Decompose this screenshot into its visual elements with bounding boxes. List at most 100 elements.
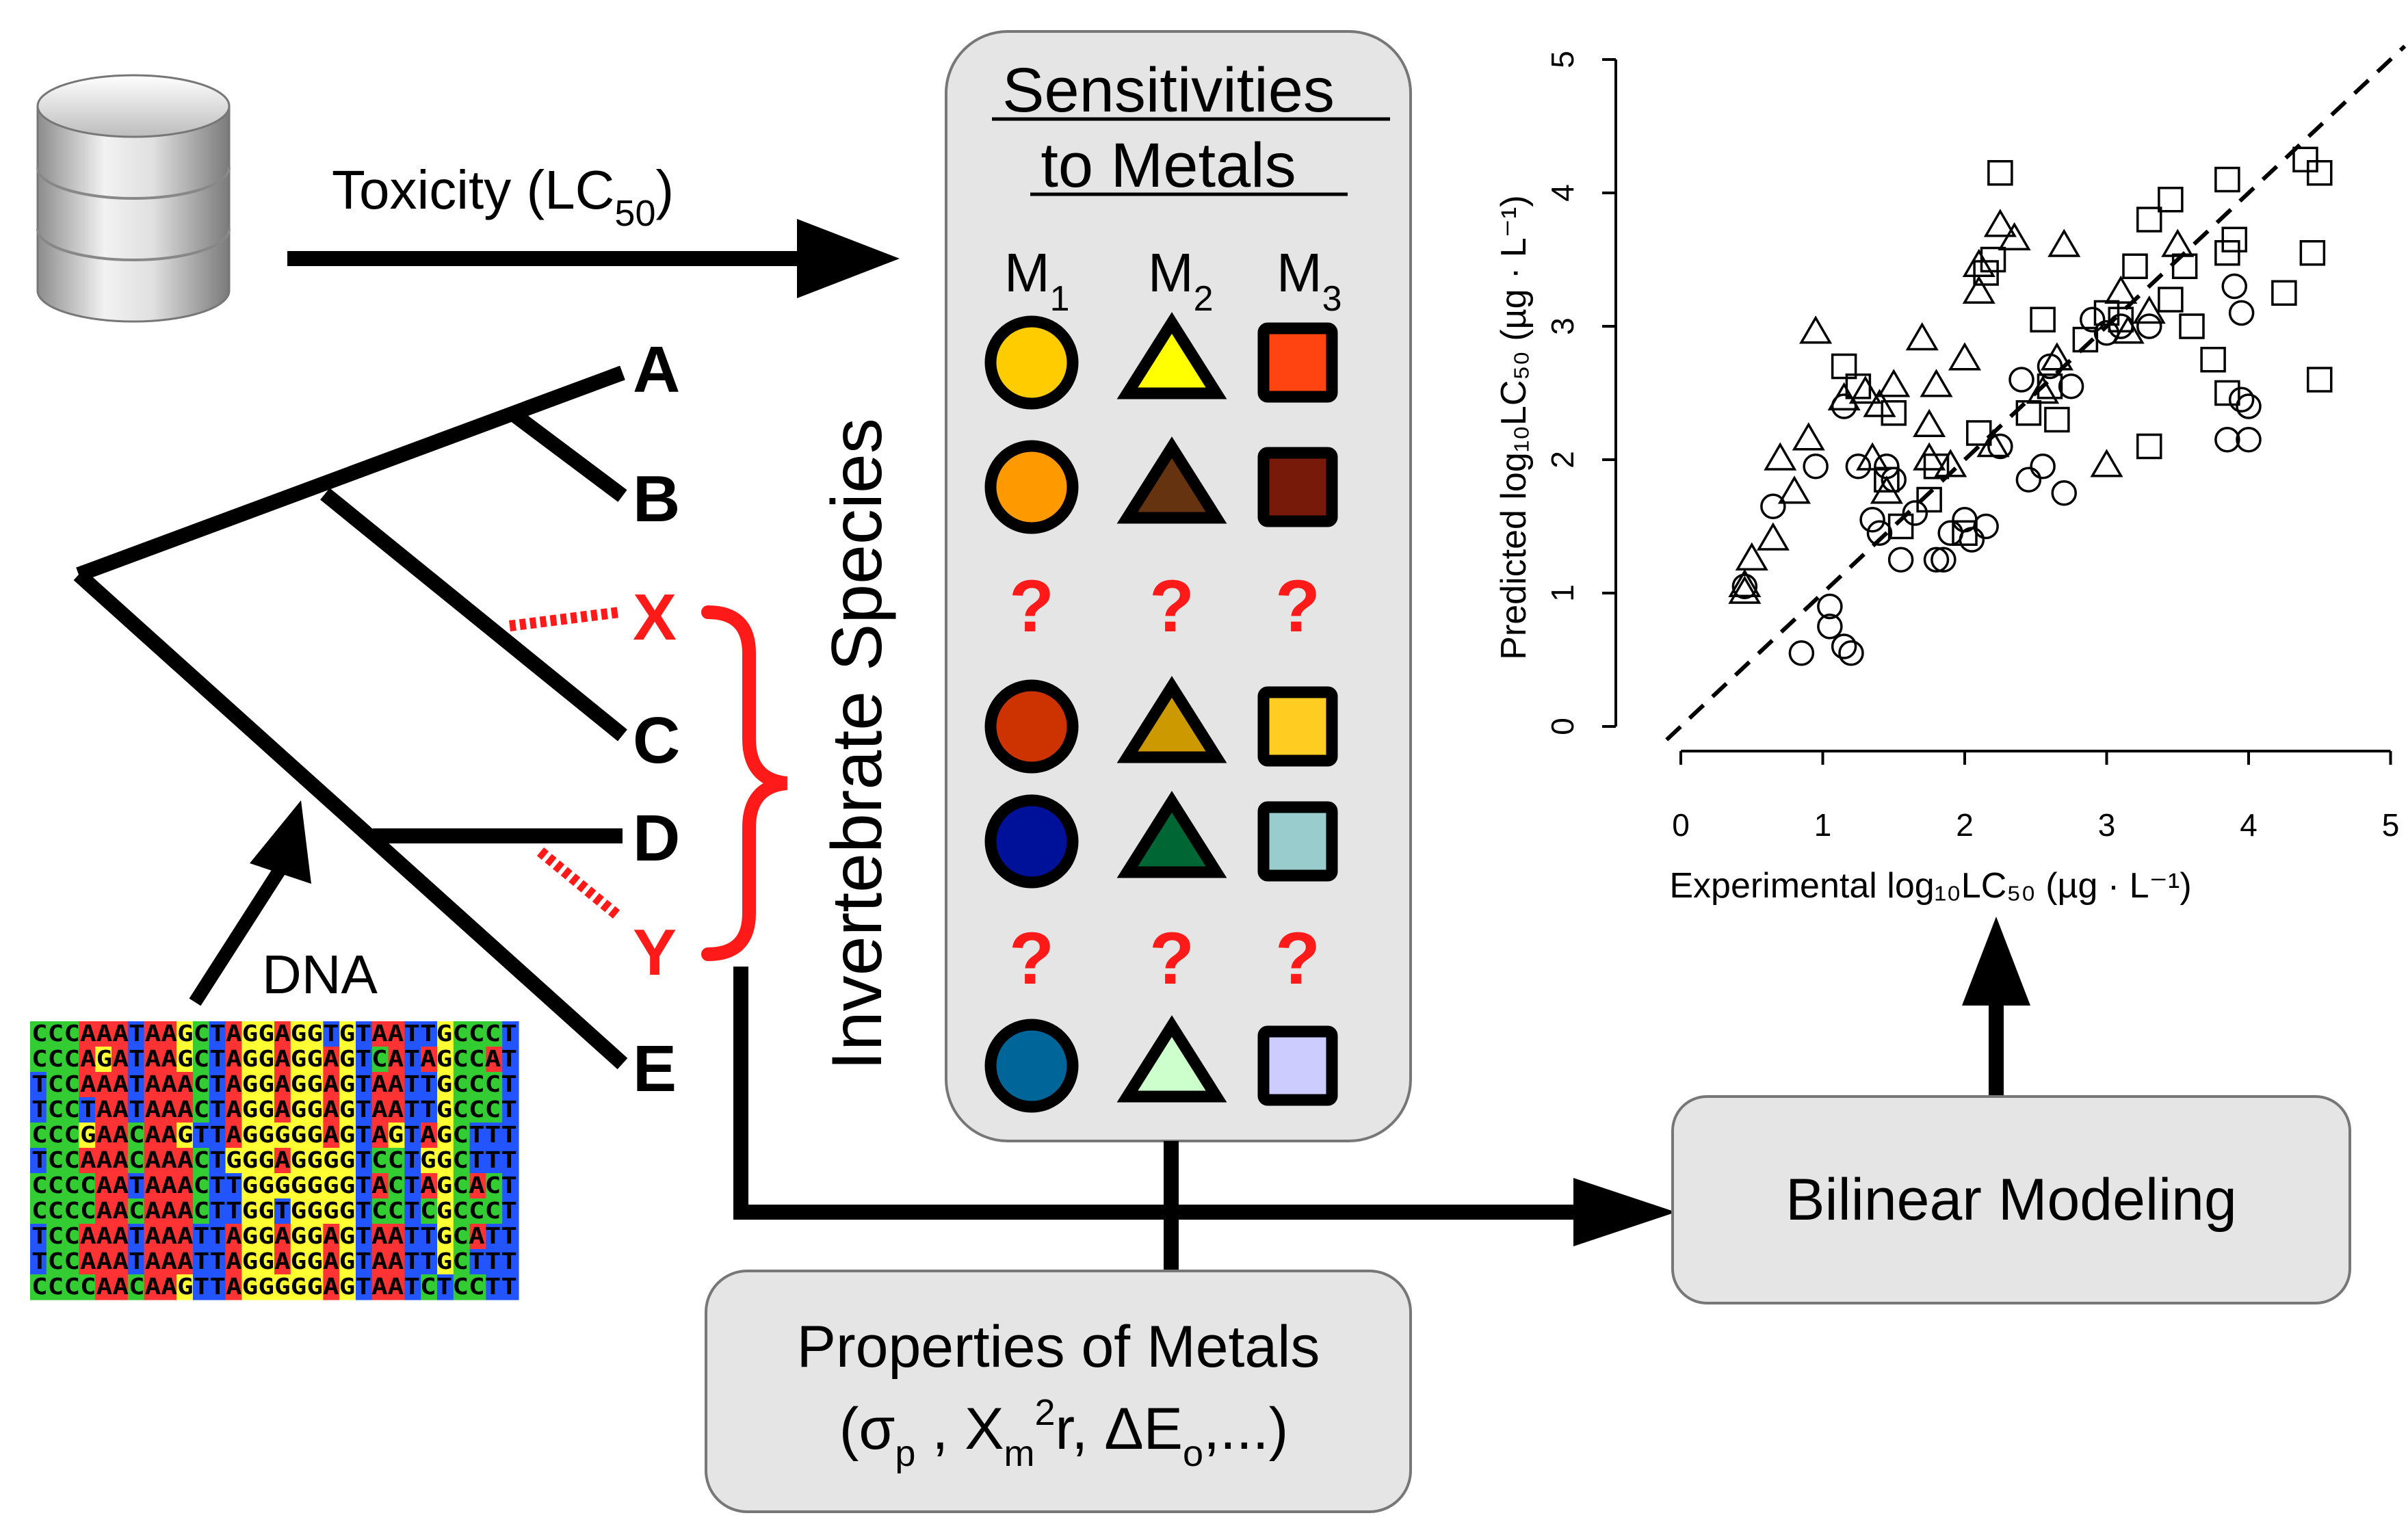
alignment-cell xyxy=(356,1224,373,1250)
properties-box xyxy=(705,1270,1412,1513)
alignment-cell xyxy=(62,1224,79,1250)
alignment-cell xyxy=(160,1198,177,1224)
alignment-cell xyxy=(469,1198,486,1224)
alignment-cell xyxy=(437,1097,454,1123)
alignment-cell xyxy=(404,1224,421,1250)
sensitivity-circle xyxy=(984,794,1079,889)
tip-label-x: X xyxy=(633,581,677,654)
alignment-cell xyxy=(30,1123,47,1149)
alignment-cell xyxy=(502,1021,519,1047)
alignment-cell xyxy=(421,1123,438,1149)
alignment-cell xyxy=(274,1249,291,1275)
data-point-triangle xyxy=(1913,442,1946,471)
sensitivity-square xyxy=(1257,801,1338,882)
y-tick-label: 4 xyxy=(1545,184,1580,202)
alignment-cell xyxy=(404,1097,421,1123)
alignment-cell xyxy=(79,1148,96,1174)
alignment-cell xyxy=(388,1072,405,1098)
alignment-row: TCCAAATAAACTAGGAGGAGTAATTGCCCT xyxy=(30,1071,519,1098)
alignment-cell xyxy=(46,1274,64,1300)
data-point-triangle xyxy=(1728,568,1762,597)
data-point-square xyxy=(1952,520,1978,546)
data-point-triangle xyxy=(1877,369,1911,397)
alignment-row: CCCAAATAAGCTAGGAGGTGTAATTGCCCT xyxy=(30,1020,519,1047)
alignment-cell xyxy=(209,1198,226,1224)
data-point-circle xyxy=(1859,507,1885,533)
alignment-cell xyxy=(306,1072,324,1098)
tree-tips: A B X C D Y E xyxy=(633,333,680,1105)
alignment-cell xyxy=(46,1072,64,1098)
alignment-cell xyxy=(62,1123,79,1149)
sensitivity-square xyxy=(1257,686,1338,767)
alignment-cell xyxy=(404,1173,421,1199)
x-tick-label: 5 xyxy=(2382,807,2400,843)
data-point-circle xyxy=(2051,480,2077,506)
alignment-cell xyxy=(241,1173,259,1199)
alignment-cell xyxy=(339,1148,356,1174)
data-point-circle xyxy=(2015,467,2042,493)
data-point-square xyxy=(2292,146,2318,172)
data-point-square xyxy=(2093,300,2120,326)
alignment-cell xyxy=(404,1021,421,1047)
alignment-cell xyxy=(502,1198,519,1224)
alignment-cell xyxy=(339,1021,356,1047)
alignment-cell xyxy=(502,1123,519,1149)
data-point-triangle xyxy=(1777,475,1811,504)
data-point-triangle xyxy=(1905,322,1939,351)
alignment-cell xyxy=(371,1047,389,1073)
data-point-triangle xyxy=(1848,376,1882,404)
alignment-cell xyxy=(371,1123,389,1149)
data-point-circle xyxy=(1760,493,1786,519)
alignment-cell xyxy=(225,1021,242,1047)
alignment-cell xyxy=(371,1148,389,1174)
sensitivity-triangle xyxy=(1116,312,1227,399)
alignment-cell xyxy=(339,1097,356,1123)
alignment-cell xyxy=(388,1021,405,1047)
alignment-cell xyxy=(176,1249,194,1275)
alignment-cell xyxy=(421,1198,438,1224)
alignment-cell xyxy=(306,1047,324,1073)
unknown-species-brace xyxy=(701,605,788,961)
alignment-cell xyxy=(176,1097,194,1123)
alignment-cell xyxy=(160,1072,177,1098)
alignment-cell xyxy=(421,1072,438,1098)
data-point-square xyxy=(1923,454,1950,480)
tip-label-c: C xyxy=(633,704,680,777)
alignment-cell xyxy=(46,1047,64,1073)
alignment-cell xyxy=(112,1072,129,1098)
alignment-row: CCCGAACAAGTTAGGGGGAGTAGTAGCTTT xyxy=(30,1121,519,1149)
alignment-cell xyxy=(193,1021,210,1047)
alignment-cell xyxy=(62,1148,79,1174)
alignment-cell xyxy=(30,1148,47,1174)
alignment-cell xyxy=(306,1123,324,1149)
alignment-cell xyxy=(144,1021,161,1047)
alignment-cell xyxy=(469,1047,486,1073)
alignment-cell xyxy=(437,1249,454,1275)
alignment-cell xyxy=(209,1224,226,1250)
alignment-cell xyxy=(306,1148,324,1174)
unknown-sensitivity-mark: ? xyxy=(1009,917,1054,999)
alignment-cell xyxy=(193,1198,210,1224)
data-point-circle xyxy=(1803,454,1829,480)
chart-x-label: Experimental log₁₀LC₅₀ (µg · L⁻¹) xyxy=(1669,866,2191,906)
alignment-cell xyxy=(290,1123,308,1149)
alignment-cell xyxy=(112,1249,129,1275)
alignment-cell xyxy=(46,1224,64,1250)
tip-label-d: D xyxy=(633,802,680,875)
alignment-cell xyxy=(339,1047,356,1073)
properties-line2: (σp , Xm2r, ΔEo,...) xyxy=(839,1392,1289,1474)
alignment-cell xyxy=(371,1097,389,1123)
sensitivity-triangle xyxy=(1116,791,1227,878)
alignment-cell xyxy=(209,1072,226,1098)
alignment-sequence: CCCCAACAAACTTGGTGGGGTCCTCGCCCT xyxy=(31,1197,517,1224)
alignment-cell xyxy=(486,1047,503,1073)
alignment-cell xyxy=(46,1097,64,1123)
alignment-cell xyxy=(437,1224,454,1250)
alignment-cell xyxy=(404,1148,421,1174)
metal-headers: M1 M2 M3 xyxy=(1004,242,1342,319)
y-tick-label: 5 xyxy=(1545,51,1580,68)
data-point-square xyxy=(1845,373,1872,399)
data-point-square xyxy=(2171,253,2198,279)
alignment-cell xyxy=(30,1047,47,1073)
alignment-cell xyxy=(127,1072,145,1098)
